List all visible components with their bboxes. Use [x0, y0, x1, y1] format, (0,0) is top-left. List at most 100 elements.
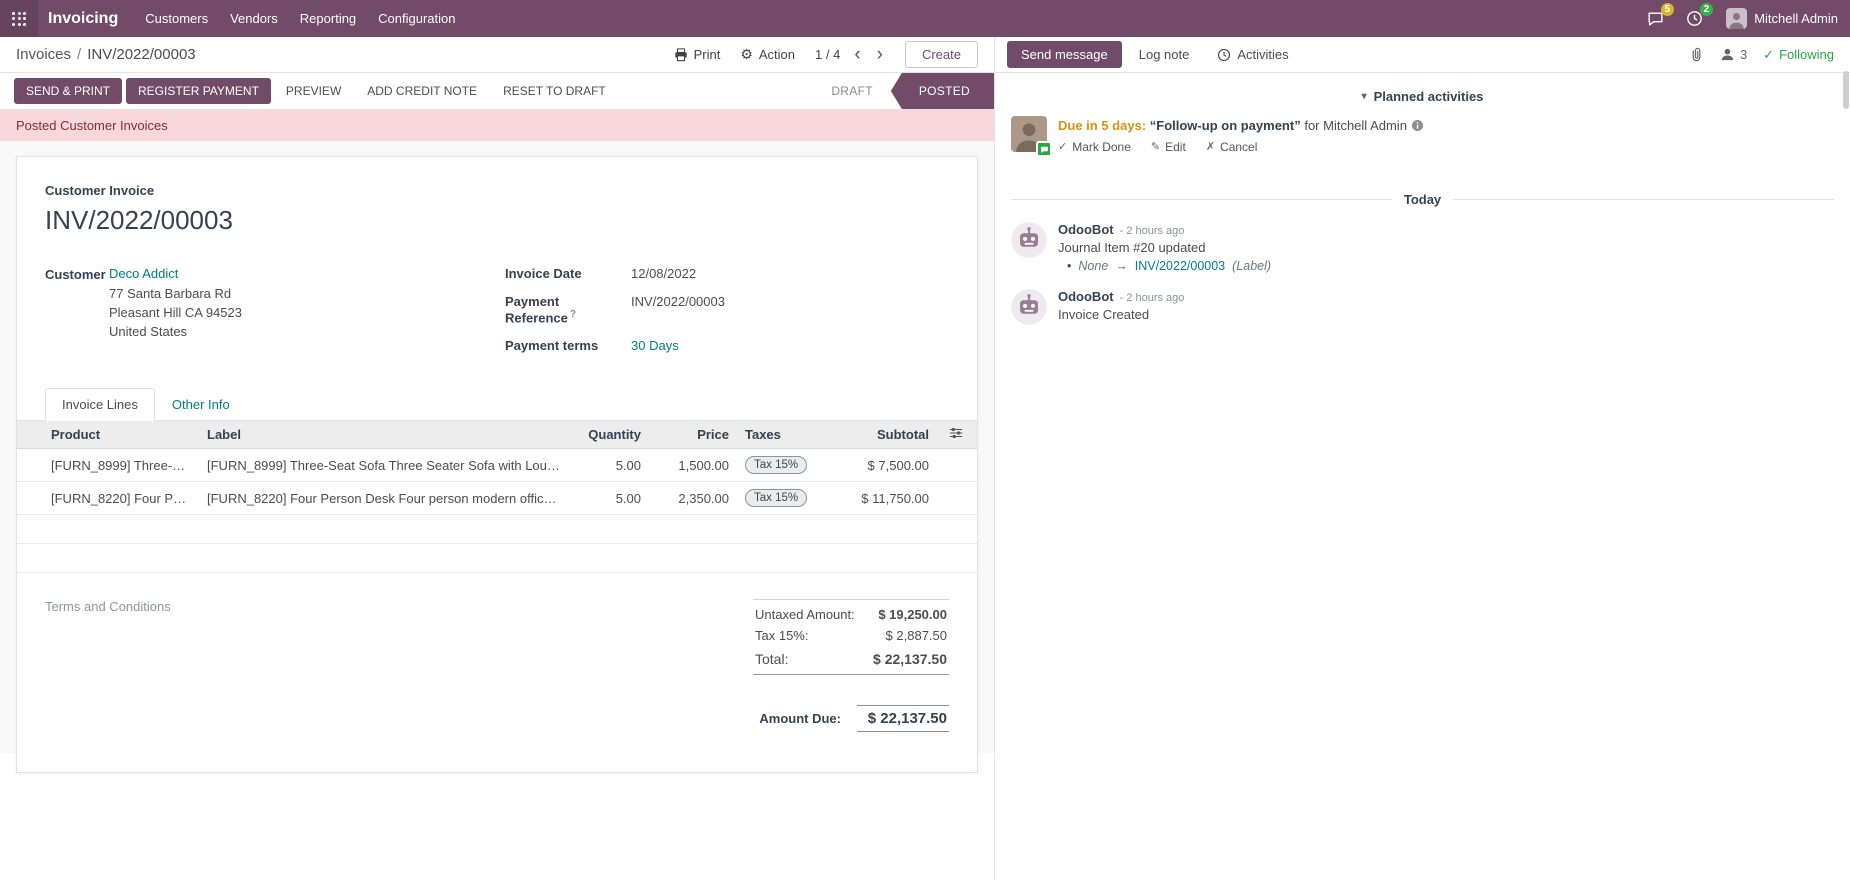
invoice-date-label: Invoice Date: [505, 266, 582, 281]
cell-taxes: Tax 15%: [737, 481, 829, 516]
bullet-icon: •: [1067, 258, 1072, 273]
totals-zone: Untaxed Amount: $ 19,250.00 Tax 15%: $ 2…: [753, 599, 949, 733]
user-avatar: [1726, 8, 1748, 29]
preview-button[interactable]: PREVIEW: [275, 79, 352, 103]
empty-table-row: [17, 543, 977, 574]
user-menu-button[interactable]: Mitchell Admin: [1714, 0, 1850, 37]
invoice-sheet: Customer Invoice INV/2022/00003 Customer…: [16, 156, 978, 774]
payment-terms-link[interactable]: 30 Days: [631, 338, 679, 354]
amount-due-value: $ 22,137.50: [857, 705, 949, 733]
header-label[interactable]: Label: [199, 421, 569, 450]
breadcrumb-invoices[interactable]: Invoices: [16, 46, 72, 63]
untaxed-amount-row: Untaxed Amount: $ 19,250.00: [753, 604, 949, 625]
activities-button[interactable]: 2: [1675, 0, 1714, 37]
navbar-left: Invoicing Customers Vendors Reporting Co…: [0, 0, 467, 37]
info-icon[interactable]: [1411, 119, 1424, 132]
payment-reference-value[interactable]: INV/2022/00003: [631, 294, 725, 309]
payment-terms-row: Payment terms 30 Days: [505, 338, 949, 353]
tax-badge: Tax 15%: [745, 456, 808, 475]
address-line-1: 77 Santa Barbara Rd: [109, 286, 232, 301]
apps-menu-button[interactable]: [0, 0, 38, 37]
action-button[interactable]: ⚙ Action: [740, 46, 795, 63]
clock-icon: [1687, 11, 1703, 26]
register-payment-button[interactable]: REGISTER PAYMENT: [126, 78, 271, 104]
create-button[interactable]: Create: [904, 41, 978, 68]
planned-activities-title: Planned activities: [1373, 89, 1484, 104]
app-brand[interactable]: Invoicing: [48, 9, 119, 27]
following-button[interactable]: ✓ Following: [1763, 47, 1834, 63]
customer-block: Customer Deco Addict 77 Santa Barbara Rd…: [45, 266, 505, 366]
log-note-button[interactable]: Log note: [1128, 42, 1201, 67]
cell-product: [FURN_8999] Three-Seat Sofa: [17, 448, 199, 483]
invoice-lines-table: Product Label Quantity Price Taxes Subto…: [17, 421, 977, 574]
cell-quantity: 5.00: [569, 481, 649, 516]
form-pane: Invoices / INV/2022/00003 Print ⚙ Action 1…: [0, 37, 994, 880]
tracking-old-value: None: [1078, 258, 1109, 273]
optional-columns-button[interactable]: [937, 421, 977, 450]
pager-previous-button[interactable]: ‹: [854, 44, 861, 65]
followers-button[interactable]: 3: [1720, 47, 1747, 62]
terms-placeholder[interactable]: Terms and Conditions: [45, 599, 171, 615]
customer-link[interactable]: Deco Addict: [109, 266, 179, 281]
send-print-button[interactable]: SEND & PRINT: [14, 78, 123, 104]
pencil-icon: ✎: [1150, 141, 1161, 153]
message-author[interactable]: OdooBot: [1058, 288, 1114, 304]
invoice-date-value[interactable]: 12/08/2022: [631, 266, 697, 281]
invoice-number-title: INV/2022/00003: [45, 205, 233, 235]
activity-due: Due in 5 days:: [1058, 118, 1147, 133]
menu-configuration[interactable]: Configuration: [378, 11, 456, 26]
pager-next-button[interactable]: ›: [876, 44, 883, 65]
add-credit-note-button[interactable]: ADD CREDIT NOTE: [356, 79, 488, 103]
messages-button[interactable]: 5: [1636, 0, 1675, 37]
invoice-info: Customer Deco Addict 77 Santa Barbara Rd…: [45, 266, 949, 366]
print-label: Print: [693, 47, 721, 62]
send-message-button[interactable]: Send message: [1007, 41, 1122, 68]
navbar-right: 5 2 Mitchell Admin: [1636, 0, 1850, 37]
scrollbar-thumb[interactable]: [1843, 71, 1849, 109]
menu-vendors[interactable]: Vendors: [230, 11, 278, 26]
statusbar-buttons: SEND & PRINT REGISTER PAYMENT PREVIEW AD…: [0, 73, 617, 109]
menu-customers[interactable]: Customers: [145, 11, 209, 26]
untaxed-amount-value: $ 19,250.00: [878, 607, 947, 623]
notebook-tabs: Invoice Lines Other Info: [17, 388, 977, 422]
mark-done-button[interactable]: ✓ Mark Done: [1058, 139, 1131, 154]
activities-schedule-button[interactable]: Activities: [1206, 42, 1299, 67]
sheet-background: Customer Invoice INV/2022/00003 Customer…: [0, 141, 994, 774]
statusbar-states: DRAFT POSTED: [813, 73, 994, 109]
invoice-fields: Invoice Date 12/08/2022 Payment Referenc…: [505, 266, 949, 366]
state-posted[interactable]: POSTED: [890, 73, 994, 109]
table-row[interactable]: [FURN_8220] Four Person Desk [FURN_8220]…: [17, 481, 977, 516]
table-header-row: Product Label Quantity Price Taxes Subto…: [17, 421, 977, 450]
header-quantity[interactable]: Quantity: [569, 421, 649, 450]
activities-badge: 2: [1699, 3, 1714, 16]
totals-block: Untaxed Amount: $ 19,250.00 Tax 15%: $ 2…: [753, 599, 949, 676]
header-subtotal[interactable]: Subtotal: [829, 421, 937, 450]
posted-invoices-banner: Posted Customer Invoices: [0, 110, 994, 141]
apps-grid-icon: [12, 11, 26, 26]
total-row: Total: $ 22,137.50: [753, 648, 949, 676]
tracking-new-value[interactable]: INV/2022/00003: [1134, 258, 1226, 273]
header-taxes[interactable]: Taxes: [737, 421, 829, 450]
edit-activity-button[interactable]: ✎ Edit: [1150, 139, 1186, 154]
total-label: Total:: [755, 651, 789, 668]
tab-other-info[interactable]: Other Info: [155, 388, 247, 421]
reset-to-draft-button[interactable]: RESET TO DRAFT: [492, 79, 617, 103]
activity-avatar: [1011, 116, 1052, 157]
chatter-panel: Send message Log note Activities 3 ✓ Fol…: [994, 37, 1850, 880]
attachments-button[interactable]: [1689, 47, 1704, 62]
menu-reporting[interactable]: Reporting: [299, 11, 357, 26]
header-price[interactable]: Price: [649, 421, 737, 450]
statusbar: SEND & PRINT REGISTER PAYMENT PREVIEW AD…: [0, 73, 994, 110]
state-draft[interactable]: DRAFT: [831, 84, 873, 98]
tax-value: $ 2,887.50: [885, 628, 947, 644]
untaxed-amount-label: Untaxed Amount:: [755, 607, 855, 623]
cancel-activity-button[interactable]: ✗ Cancel: [1205, 139, 1258, 154]
message-author[interactable]: OdooBot: [1058, 221, 1114, 237]
planned-activities-header[interactable]: ▾ Planned activities: [995, 73, 1850, 112]
tab-invoice-lines[interactable]: Invoice Lines: [45, 388, 155, 422]
header-product[interactable]: Product: [17, 421, 199, 450]
activity-actions: ✓ Mark Done ✎ Edit ✗ Cancel: [1058, 140, 1424, 154]
print-button[interactable]: Print: [674, 47, 721, 62]
table-row[interactable]: [FURN_8999] Three-Seat Sofa [FURN_8999] …: [17, 448, 977, 483]
cell-price: 1,500.00: [649, 448, 737, 483]
